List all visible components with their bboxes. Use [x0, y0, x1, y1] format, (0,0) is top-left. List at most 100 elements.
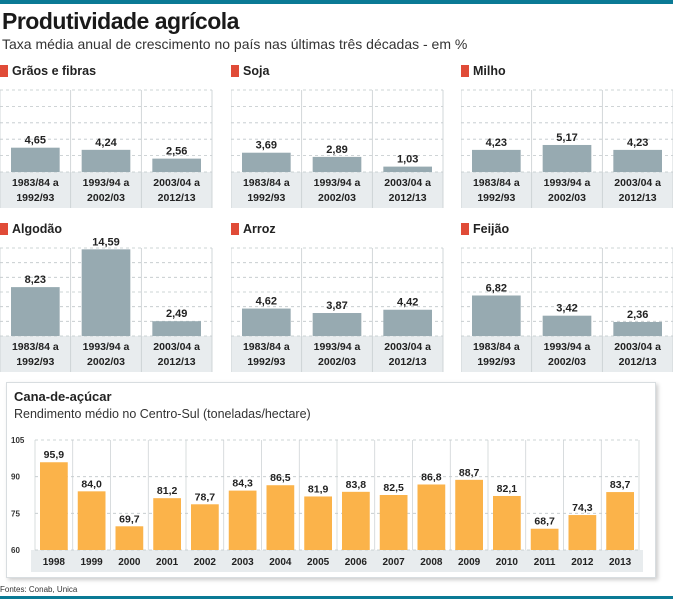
- y-tick-label: 105: [11, 436, 25, 445]
- category-label: 2003/04 a: [384, 177, 431, 189]
- year-label: 2008: [420, 557, 443, 568]
- red-square-marker-icon: [231, 223, 239, 235]
- bar-value-label: 82,5: [383, 482, 404, 494]
- year-label: 2011: [534, 557, 556, 568]
- panel-title: Milho: [473, 64, 506, 78]
- bar: [77, 491, 106, 550]
- category-label: 1993/94 a: [314, 177, 361, 189]
- bar: [191, 504, 219, 550]
- category-label-band: [461, 172, 673, 208]
- bar: [152, 321, 201, 336]
- cana-chart-subtitle: Rendimento médio no Centro-Sul (tonelada…: [14, 407, 311, 421]
- red-square-marker-icon: [231, 65, 239, 77]
- panel-title: Feijão: [473, 222, 510, 236]
- category-label: 2003/04 a: [614, 177, 661, 189]
- small-chart-panel: Soja 3,69 1983/84 a 1992/93 2,89 1993/94 a 200…: [231, 64, 449, 214]
- year-label-band: [31, 550, 643, 572]
- year-label: 2003: [232, 557, 255, 568]
- bar-value-label: 2,56: [166, 146, 187, 158]
- category-label: 1983/84 a: [243, 177, 290, 189]
- year-label: 2007: [383, 557, 406, 568]
- category-label: 1992/93: [247, 356, 285, 368]
- bar-value-label: 81,2: [157, 485, 178, 497]
- bar: [472, 295, 521, 336]
- cana-chart-svg: 60 75 90 105 95,9 1998 84,0 1999 69,7 2000 81,2 200…: [11, 436, 643, 572]
- bar: [242, 308, 291, 336]
- bar-value-label: 3,42: [556, 303, 577, 315]
- year-label: 2006: [345, 557, 368, 568]
- bar-value-label: 95,9: [44, 449, 65, 461]
- small-chart-panel: Arroz 4,62 1983/84 a 1992/93 3,87 1993/94 a 20…: [231, 222, 449, 372]
- bar: [379, 495, 408, 550]
- category-label-band: [231, 172, 443, 208]
- category-label-band: [231, 336, 443, 372]
- category-label: 2002/03: [318, 192, 356, 204]
- bar-value-label: 78,7: [195, 491, 216, 503]
- bar-value-label: 4,23: [627, 137, 648, 149]
- category-label: 1992/93: [16, 192, 54, 204]
- panel-title: Arroz: [243, 222, 276, 236]
- bar: [568, 515, 597, 550]
- category-label: 2012/13: [158, 356, 196, 368]
- category-label: 1992/93: [477, 356, 515, 368]
- category-label: 1992/93: [477, 192, 515, 204]
- cana-chart-title: Cana-de-açúcar: [14, 389, 112, 404]
- category-label: 2003/04 a: [153, 177, 200, 189]
- bar-value-label: 74,3: [572, 502, 593, 514]
- bar-value-label: 1,03: [397, 154, 418, 166]
- category-label: 2002/03: [87, 356, 125, 368]
- bar: [81, 149, 131, 172]
- cana-chart-panel: Cana-de-açúcar Rendimento médio no Centr…: [6, 382, 656, 578]
- small-chart-svg: 8,23 1983/84 a 1992/93 14,59 1993/94 a 2002/0…: [0, 236, 213, 372]
- year-label: 2002: [194, 557, 217, 568]
- bar: [304, 496, 332, 550]
- bar-value-label: 3,69: [256, 140, 277, 152]
- small-chart-panel: Grãos e fibras 4,65 1983/84 a 1992/93 4,24 19…: [0, 64, 218, 214]
- small-chart-svg: 3,69 1983/84 a 1992/93 2,89 1993/94 a 2002/03…: [231, 89, 444, 208]
- bar-value-label: 4,23: [486, 137, 507, 149]
- panel-heading: Milho: [461, 64, 506, 78]
- bar-value-label: 6,82: [486, 282, 507, 294]
- y-tick-label: 90: [11, 473, 20, 482]
- red-square-marker-icon: [0, 223, 8, 235]
- panel-heading: Arroz: [231, 222, 276, 236]
- bar-value-label: 68,7: [534, 516, 555, 528]
- bar: [312, 156, 362, 172]
- red-square-marker-icon: [461, 65, 469, 77]
- year-label: 2012: [571, 557, 594, 568]
- category-label: 2002/03: [548, 192, 586, 204]
- small-chart-svg: 4,23 1983/84 a 1992/93 5,17 1993/94 a 2002/03…: [461, 89, 673, 208]
- category-label: 1993/94 a: [83, 341, 130, 353]
- bar-value-label: 5,17: [556, 132, 577, 144]
- category-label: 2003/04 a: [614, 341, 661, 353]
- bar: [417, 484, 446, 550]
- category-label: 1993/94 a: [544, 341, 591, 353]
- category-label: 1983/84 a: [473, 177, 520, 189]
- category-label: 1983/84 a: [12, 177, 59, 189]
- bar: [472, 149, 521, 172]
- bar-value-label: 82,1: [497, 483, 518, 495]
- bar: [383, 309, 432, 336]
- bar-value-label: 3,87: [326, 300, 347, 312]
- category-label: 1983/84 a: [243, 341, 290, 353]
- red-square-marker-icon: [461, 223, 469, 235]
- category-label-band: [461, 336, 673, 372]
- small-chart-svg: 4,62 1983/84 a 1992/93 3,87 1993/94 a 2002/03…: [231, 247, 444, 372]
- small-chart-panel: Algodão 8,23 1983/84 a 1992/93 14,59 1993/94 …: [0, 222, 218, 372]
- bar: [342, 491, 370, 550]
- bar: [228, 490, 257, 550]
- bar-value-label: 2,89: [326, 144, 347, 156]
- panel-heading: Grãos e fibras: [0, 64, 96, 78]
- bar: [312, 313, 362, 336]
- bar-value-label: 84,3: [232, 478, 253, 490]
- bar-value-label: 2,49: [166, 308, 187, 320]
- category-label: 2012/13: [389, 356, 427, 368]
- year-label: 2004: [269, 557, 292, 568]
- red-square-marker-icon: [0, 65, 8, 77]
- panel-heading: Feijão: [461, 222, 509, 236]
- y-tick-label: 60: [11, 546, 20, 555]
- panel-title: Soja: [243, 64, 270, 78]
- bar-value-label: 8,23: [25, 274, 46, 286]
- year-label: 2013: [609, 557, 632, 568]
- small-chart-svg: 6,82 1983/84 a 1992/93 3,42 1993/94 a 2002/03…: [461, 247, 673, 372]
